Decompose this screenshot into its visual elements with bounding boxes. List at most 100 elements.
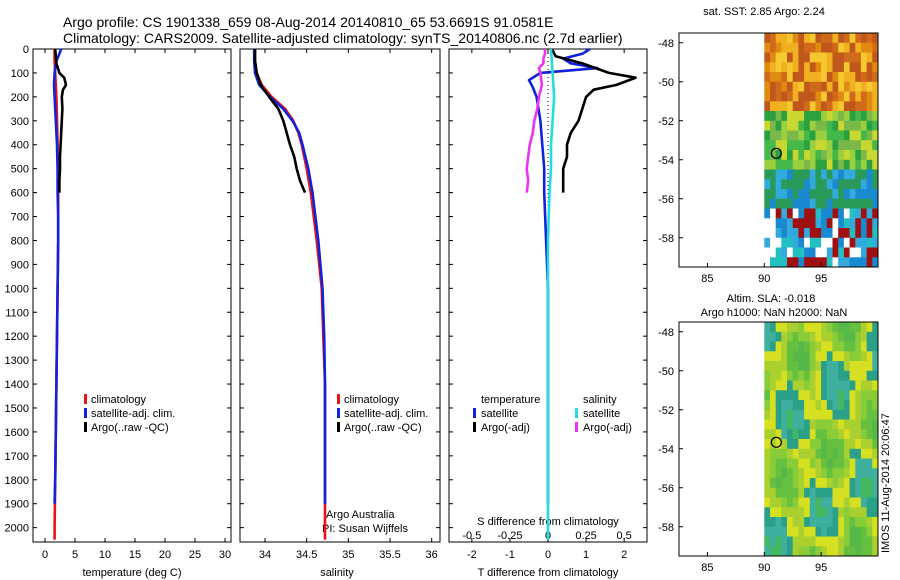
sst-cell [792,179,799,190]
sst-cell [781,257,788,268]
y-tick-label: 1200 [5,331,29,343]
y-tick-label: 1800 [5,475,29,487]
sla-cell [843,390,850,401]
sla-cell [781,419,788,430]
sst-cell [798,140,805,151]
sla-cell [838,409,845,420]
sst-cell [815,208,822,219]
sst-cell [815,257,822,268]
sla-cell [821,478,828,489]
sst-cell [821,72,828,83]
sst-cell [872,189,879,200]
sst-cell [764,198,771,209]
sst-cell [838,189,845,200]
sst-cell [821,247,828,258]
sla-cell [826,439,833,450]
sst-cell [809,72,816,83]
sla-cell [781,546,788,557]
sst-cell [809,101,816,112]
sla-cell [804,497,811,508]
sst-cell [849,247,856,258]
map-y-tick-label: -58 [658,233,674,245]
sst-cell [770,198,777,209]
sst-cell [849,198,856,209]
sla-cell [764,419,771,430]
sla-cell [866,448,873,459]
sst-cell [821,120,828,131]
sst-cell [860,52,867,63]
sla-cell [860,448,867,459]
sla-cell [826,419,833,430]
sla-cell [843,341,850,352]
sst-cell [832,101,839,112]
sst-cell [787,72,794,83]
sla-cell [826,536,833,547]
sla-cell [804,468,811,479]
x-tick-label: 34.5 [296,549,317,561]
sst-cell [764,189,771,200]
sla-cell [792,439,799,450]
sla-cell [815,400,822,411]
sla-cell [855,468,862,479]
sst-cell [832,150,839,161]
sla-cell [798,400,805,411]
sst-cell [792,159,799,170]
sla-cell [781,536,788,547]
sst-cell [832,130,839,141]
sla-cell [838,361,845,372]
sst-cell [832,218,839,229]
sst-cell [826,62,833,73]
sla-cell [855,390,862,401]
sla-cell [804,429,811,440]
sla-cell [809,361,816,372]
sst-cell [843,140,850,151]
map-x-tick-label: 90 [758,562,770,574]
sst-cell [860,140,867,151]
x-tick-label-top: -0.25 [497,530,522,542]
sst-cell [866,218,873,229]
sst-cell [872,257,879,268]
sla-cell [826,487,833,498]
sla-cell [866,370,873,381]
sla-cell [855,370,862,381]
sla-cell [838,487,845,498]
sst-cell [832,247,839,258]
sla-cell [821,439,828,450]
sla-cell [838,370,845,381]
sst-cell [804,42,811,53]
sst-cell [770,208,777,219]
sla-cell [821,507,828,518]
sst-cell [832,120,839,131]
sst-cell [770,52,777,63]
sla-cell [872,526,879,537]
sla-cell [860,390,867,401]
y-tick-label: 700 [11,212,29,224]
sla-cell [770,487,777,498]
sst-cell [764,120,771,131]
sst-cell [826,81,833,92]
sla-cell [849,429,856,440]
sst-cell [781,62,788,73]
sla-cell [866,487,873,498]
sla-cell [826,331,833,342]
sla-cell [832,400,839,411]
sla-cell [832,497,839,508]
sst-cell [843,179,850,190]
sst-cell [838,179,845,190]
sst-cell [855,159,862,170]
sla-cell [855,400,862,411]
sst-cell [860,179,867,190]
sst-cell [787,62,794,73]
series-argo-raw-qc- [253,49,307,194]
sla-cell [843,351,850,362]
sst-cell [787,257,794,268]
sla-cell [775,351,782,362]
sla-cell [843,526,850,537]
y-tick-label: 100 [11,68,29,80]
sla-cell [770,322,777,333]
sst-cell [787,189,794,200]
sst-cell [770,179,777,190]
sst-cell [838,237,845,248]
sla-cell [787,361,794,372]
sst-cell [781,72,788,83]
